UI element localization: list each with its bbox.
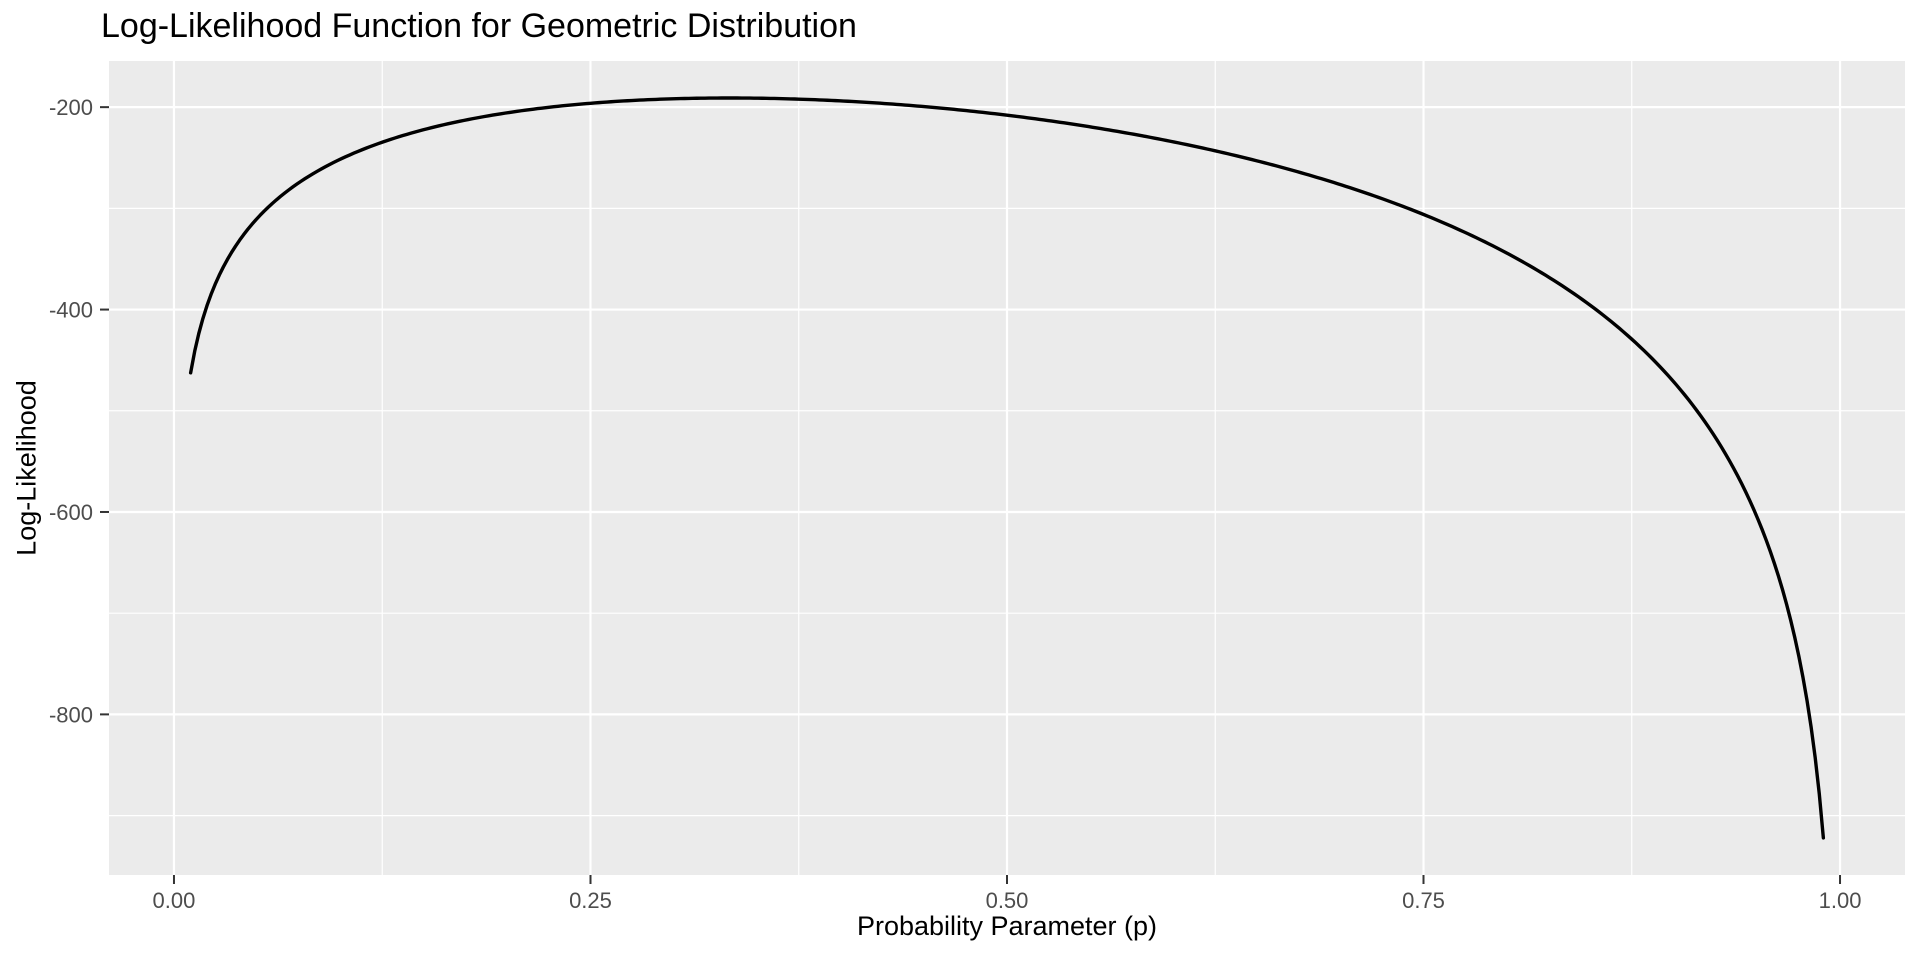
x-tick-label: 0.75 xyxy=(1402,888,1445,913)
x-tick-label: 0.50 xyxy=(986,888,1029,913)
y-tick-label: -800 xyxy=(49,702,93,727)
loglik-curve xyxy=(188,96,1826,840)
y-axis-title: Log-Likelihood xyxy=(11,380,42,556)
y-tick-label: -600 xyxy=(49,500,93,525)
x-axis-title: Probability Parameter (p) xyxy=(856,911,1158,941)
chart-title: Log-Likelihood Function for Geometric Di… xyxy=(101,7,857,45)
y-tick-label: -200 xyxy=(49,95,93,120)
x-tick-label: 0.25 xyxy=(569,888,612,913)
x-tick-label: 0.00 xyxy=(153,888,196,913)
x-tick-label: 1.00 xyxy=(1819,888,1862,913)
y-tick-label: -400 xyxy=(49,298,93,323)
